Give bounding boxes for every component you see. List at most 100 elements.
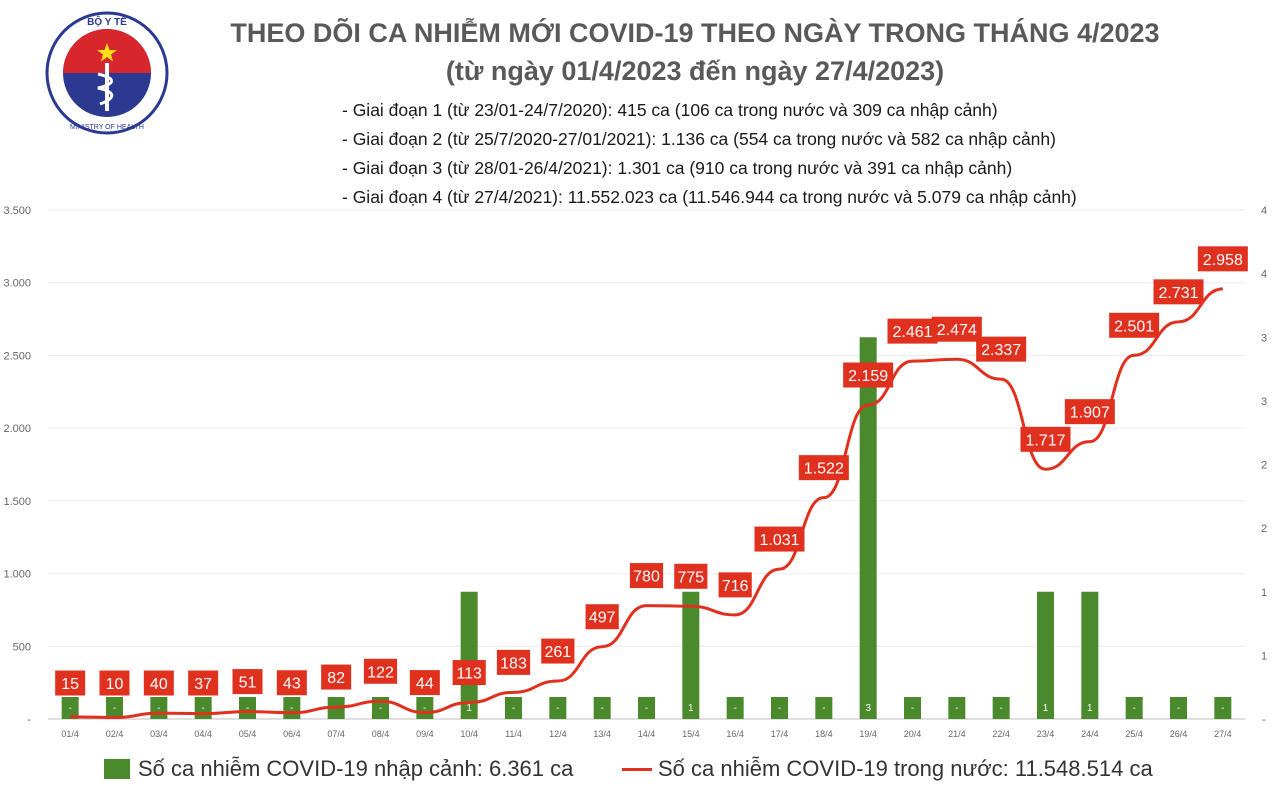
y-left-tick-label: 2.000 [3,423,31,435]
line-data-label-box [931,316,982,342]
bar-imported [505,697,522,719]
y-right-tick-label: - [1262,714,1266,726]
x-tick-label: 17/4 [771,729,789,739]
line-data-label-box [1020,426,1071,452]
line-data-label-box [798,455,849,481]
bar-data-label: - [999,703,1002,714]
phase-4-text: - Giai đoạn 4 (từ 27/4/2021): 11.552.023… [342,187,1077,207]
line-data-label-box [321,664,352,690]
bar-data-label: - [822,703,825,714]
bar-data-label: 1 [1087,703,1093,714]
bar-data-label: - [423,703,426,714]
line-data-label: 1.907 [1070,405,1110,422]
line-data-label: 10 [106,676,124,693]
x-tick-label: 21/4 [948,729,966,739]
bar-imported [460,591,478,719]
line-data-label-box [887,318,938,344]
x-tick-label: 12/4 [549,729,567,739]
x-tick-label: 26/4 [1170,729,1188,739]
bar-imported [771,697,788,719]
bar-imported [593,697,611,719]
bar-data-label: - [246,703,249,714]
bar-imported [859,337,877,719]
bar-data-label: 1 [466,703,472,714]
line-data-label: 2.474 [937,322,977,339]
line-data-label-box [276,670,307,696]
x-tick-label: 05/4 [239,729,257,739]
x-tick-label: 13/4 [593,729,611,739]
y-right-tick-label: 4 [1261,205,1267,217]
bar-data-label: - [157,703,160,714]
bar-data-label: - [290,703,293,714]
y-left-tick-label: - [27,714,31,726]
line-data-label: 261 [544,644,571,661]
line-data-label-box [976,336,1027,362]
line-data-label-box [843,362,894,388]
bar-imported [638,697,655,719]
legend-bar-swatch [104,759,130,779]
line-data-label: 122 [367,664,394,681]
bar-data-label: - [955,703,958,714]
x-tick-label: 24/4 [1081,729,1099,739]
phase-1-text: - Giai đoạn 1 (từ 23/01-24/7/2020): 415 … [342,100,998,120]
y-left-tick-label: 3.000 [3,278,31,290]
x-tick-label: 25/4 [1125,729,1143,739]
bar-imported [904,697,921,719]
line-data-label-box [674,563,708,589]
line-data-label: 183 [500,655,527,672]
bar-data-label: - [1177,703,1180,714]
line-data-label: 1.031 [759,532,799,549]
bar-data-label: - [556,703,559,714]
bar-data-label: - [512,703,515,714]
bar-data-label: - [911,703,914,714]
line-data-label-box [99,670,130,696]
bar-imported [992,697,1010,719]
bar-imported [1081,591,1099,719]
x-tick-label: 09/4 [416,729,434,739]
x-tick-label: 11/4 [505,729,522,739]
x-tick-label: 20/4 [904,729,922,739]
line-data-label: 1.717 [1025,432,1065,449]
line-data-label-box [1153,279,1204,305]
line-data-label-box [1197,246,1248,272]
x-tick-label: 19/4 [859,729,877,739]
y-right-tick-label: 3 [1261,332,1267,344]
bar-data-label: - [201,703,204,714]
bar-imported [549,697,567,719]
svg-text:MINISTRY OF HEALTH: MINISTRY OF HEALTH [70,124,144,131]
bar-data-label: - [600,703,603,714]
bar-data-label: - [778,703,781,714]
bar-data-label: 3 [865,703,871,714]
line-data-label-box [363,658,398,684]
x-tick-label: 10/4 [460,729,478,739]
bar-imported [815,697,833,719]
bar-imported [948,697,966,719]
bar-imported [1125,697,1143,719]
bar-imported [61,697,79,719]
line-data-label-box [143,670,174,696]
x-tick-label: 14/4 [638,729,656,739]
x-tick-label: 16/4 [726,729,744,739]
bar-imported [1170,697,1187,719]
x-tick-label: 06/4 [283,729,301,739]
y-right-tick-label: 3 [1261,396,1267,408]
x-tick-label: 04/4 [194,729,212,739]
line-data-label: 2.501 [1114,318,1154,335]
bar-data-label: 1 [1043,703,1049,714]
bar-imported [682,591,700,719]
bar-data-label: - [68,703,71,714]
legend-domestic: Số ca nhiễm COVID-19 trong nước: 11.548.… [622,756,1153,782]
line-data-label: 2.731 [1158,285,1198,302]
y-right-tick-label: 2 [1261,523,1267,535]
y-left-tick-label: 2.500 [3,350,31,362]
phase-2-text: - Giai đoạn 2 (từ 25/7/2020-27/01/2021):… [342,129,1056,149]
x-tick-label: 07/4 [327,729,345,739]
line-data-label: 2.461 [892,324,932,341]
legend-domestic-label: Số ca nhiễm COVID-19 trong nước: 11.548.… [658,756,1153,781]
covid-cases-chart: -5001.0001.5002.0002.5003.0003.500-11223… [3,205,1267,739]
y-right-tick-label: 1 [1261,587,1267,599]
line-data-label: 44 [416,676,434,693]
x-tick-label: 22/4 [992,729,1010,739]
line-data-label-box [409,670,440,696]
line-data-label: 43 [283,676,301,693]
